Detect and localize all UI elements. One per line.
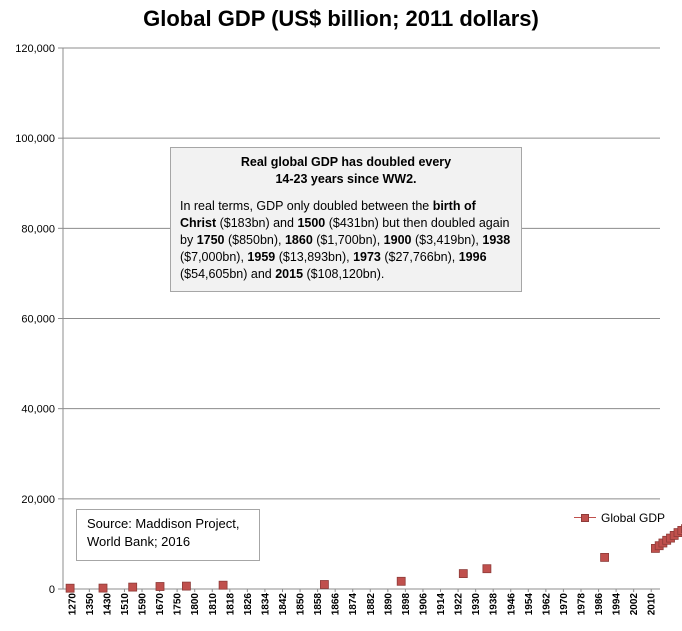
source-note: Source: Maddison Project, World Bank; 201…: [76, 509, 260, 561]
annotation-box: Real global GDP has doubled every 14-23 y…: [170, 147, 522, 292]
x-tick-label: 1898: [401, 593, 412, 616]
x-tick-label: 1970: [559, 593, 570, 616]
x-tick-label: 1938: [489, 593, 500, 616]
x-tick-label: 1826: [243, 593, 254, 616]
x-tick-label: 1800: [190, 593, 201, 616]
x-tick-label: 1850: [296, 593, 307, 616]
annotation-bold: 2015: [275, 267, 304, 281]
annotation-bold: 1900: [383, 233, 412, 247]
y-tick-label: 40,000: [21, 404, 55, 416]
x-tick-label: 1858: [313, 593, 324, 616]
data-point: [319, 580, 329, 589]
x-tick-label: 1866: [331, 593, 342, 616]
annotation-bold: 1500: [297, 216, 326, 230]
x-tick-label: 1922: [454, 593, 465, 616]
x-tick-label: 1430: [102, 593, 113, 616]
x-tick-label: 1994: [612, 593, 623, 616]
legend-label: Global GDP: [601, 511, 666, 525]
x-tick-label: 1842: [278, 593, 289, 616]
x-tick-label: 2010: [647, 593, 658, 616]
annotation-bold: 1959: [247, 250, 276, 264]
annotation-bold: 1860: [284, 233, 313, 247]
data-point: [65, 583, 75, 593]
y-tick-label: 0: [49, 584, 55, 596]
x-tick-label: 1890: [383, 593, 394, 616]
annotation-bold: 1750: [196, 233, 225, 247]
x-tick-label: 1810: [208, 593, 219, 616]
legend: Global GDP: [574, 511, 665, 525]
x-tick-label: 1986: [594, 593, 605, 616]
annotation-headline: Real global GDP has doubled every 14-23 y…: [240, 155, 452, 186]
x-tick-label: 1834: [260, 593, 271, 616]
data-point: [155, 582, 165, 591]
data-point: [181, 581, 191, 591]
annotation-bold: 1996: [458, 250, 487, 264]
annotation-bold: 1973: [353, 250, 381, 264]
data-point: [98, 583, 108, 593]
x-tick-label: 1946: [506, 593, 517, 616]
x-tick-label: 1882: [366, 593, 377, 616]
x-tick-label: 1978: [576, 593, 587, 616]
x-tick-label: 2002: [629, 593, 640, 616]
x-tick-label: 1954: [524, 593, 535, 616]
y-tick-label: 60,000: [21, 314, 55, 326]
annotation-bold: birth of Christ: [180, 199, 476, 230]
data-point: [218, 580, 228, 590]
data-point: [396, 576, 406, 586]
data-point: [600, 553, 609, 562]
x-tick-label: 1906: [418, 593, 429, 616]
x-tick-label: 1270: [67, 593, 78, 616]
x-tick-label: 1750: [173, 593, 184, 616]
data-point: [458, 569, 468, 578]
x-tick-label: 1350: [85, 593, 96, 616]
y-tick-label: 20,000: [21, 494, 55, 506]
x-tick-label: 1818: [225, 593, 236, 616]
y-tick-labels: 0 20,000 40,000 60,000 80,000 100,000 120,000: [15, 43, 55, 596]
x-tick-labels: 1270 1350 1430 1510 1590 1670 1750 1800 1810 1818…: [67, 593, 657, 616]
y-tick-label: 120,000: [15, 43, 55, 55]
data-point: [482, 564, 492, 574]
annotation-body: In real terms, GDP only doubled between …: [180, 199, 511, 281]
chart-title: Global GDP (US$ billion; 2011 dollars): [143, 6, 539, 31]
y-tick-label: 100,000: [15, 133, 55, 145]
x-tick-label: 1962: [541, 593, 552, 616]
x-tick-label: 1874: [348, 593, 359, 616]
x-tick-label: 1510: [120, 593, 131, 616]
series-line: [654, 529, 682, 550]
x-tick-label: 1930: [471, 593, 482, 616]
legend-marker: [574, 513, 596, 523]
series-global-gdp: [65, 524, 682, 593]
data-point: [128, 582, 138, 592]
x-tick-label: 1670: [155, 593, 166, 616]
y-tick-label: 80,000: [21, 223, 55, 235]
annotation-bold: 1938: [482, 233, 511, 247]
x-tick-label: 1590: [138, 593, 149, 616]
x-tick-label: 1914: [436, 593, 447, 616]
